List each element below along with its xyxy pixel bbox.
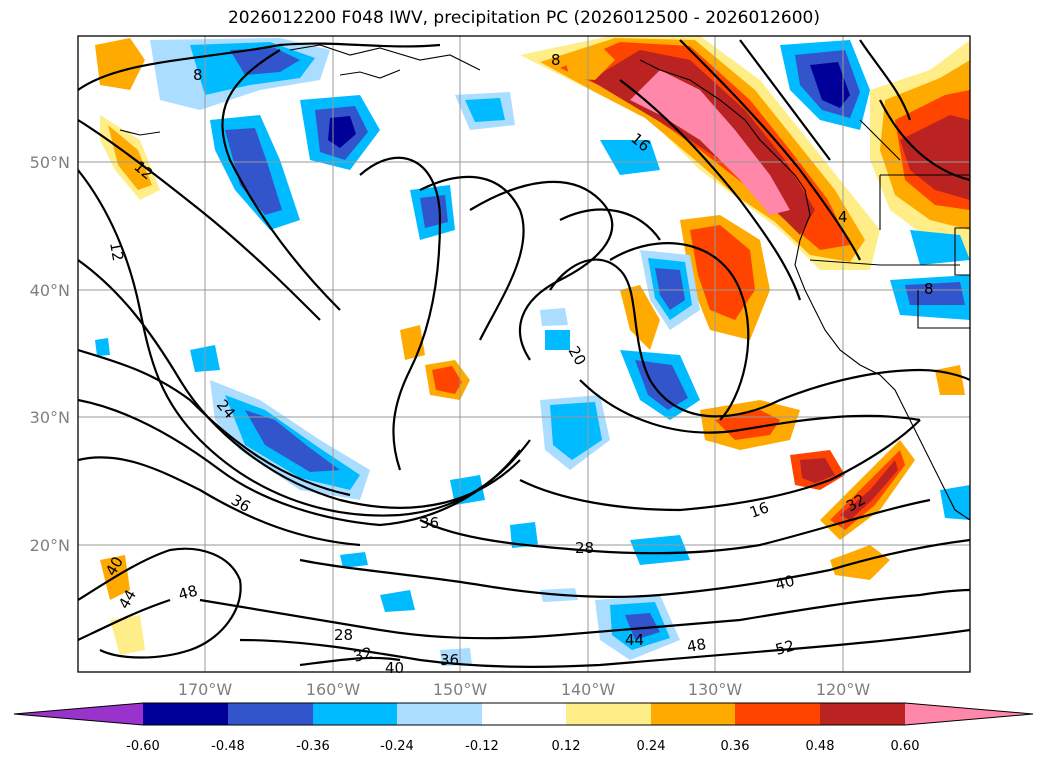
- colorbar: -0.60 -0.48 -0.36 -0.24 -0.12 0.12 0.24 …: [13, 702, 1034, 754]
- contour-label: 40: [773, 572, 796, 594]
- precipitation-anomaly-fill: [95, 36, 970, 666]
- latitude-labels: 50°N 40°N 30°N 20°N: [30, 153, 70, 555]
- contour-label: 40: [385, 659, 404, 677]
- colorbar-tick-label: 0.60: [891, 739, 920, 754]
- contour-label: 36: [420, 514, 439, 532]
- colorbar-tick-label: -0.36: [296, 739, 330, 754]
- colorbar-tick-label: 0.36: [721, 739, 750, 754]
- lon-label-140w: 140°W: [561, 680, 616, 699]
- colorbar-segment: [143, 703, 228, 725]
- colorbar-tick-label: -0.24: [380, 739, 414, 754]
- colorbar-segment: [735, 703, 820, 725]
- colorbar-segment: [820, 703, 905, 725]
- contour-label: 44: [625, 631, 644, 649]
- lon-label-160w: 160°W: [306, 680, 361, 699]
- lon-label-130w: 130°W: [688, 680, 743, 699]
- colorbar-outline: [13, 702, 1034, 726]
- lon-label-120w: 120°W: [816, 680, 871, 699]
- lat-label-40n: 40°N: [30, 281, 70, 300]
- colorbar-extend-low: [14, 703, 143, 725]
- contour-label: 8: [924, 280, 934, 298]
- colorbar-tick-label: -0.48: [211, 739, 245, 754]
- colorbar-segment: [228, 703, 313, 725]
- lat-label-50n: 50°N: [30, 153, 70, 172]
- colorbar-segment: [566, 703, 651, 725]
- contour-label: 8: [193, 66, 203, 84]
- colorbar-segment: [313, 703, 397, 725]
- colorbar-tick-label: 0.12: [552, 739, 581, 754]
- colorbar-tick-label: 0.48: [806, 739, 835, 754]
- contour-label: 48: [176, 582, 199, 604]
- contour-label: 32: [351, 644, 374, 666]
- coastlines: [119, 44, 970, 521]
- contour-label: 12: [106, 241, 127, 263]
- contour-label: 28: [575, 539, 594, 557]
- lat-label-30n: 30°N: [30, 408, 70, 427]
- colorbar-segment: [482, 703, 566, 725]
- contour-label: 48: [686, 635, 708, 656]
- colorbar-segment: [651, 703, 735, 725]
- contour-label: 36: [228, 491, 254, 516]
- lat-label-20n: 20°N: [30, 536, 70, 555]
- contour-label: 16: [747, 498, 771, 521]
- colorbar-tick-label: -0.12: [465, 739, 499, 754]
- contour-label: 4: [838, 208, 848, 226]
- contour-label: 36: [440, 651, 459, 669]
- map-title: 2026012200 F048 IWV, precipitation PC (2…: [227, 8, 820, 28]
- map-frame: [77, 35, 971, 673]
- lon-label-170w: 170°W: [178, 680, 233, 699]
- contour-label: 28: [334, 626, 353, 644]
- colorbar-tick-label: -0.60: [126, 739, 160, 754]
- contour-label: 8: [551, 51, 561, 69]
- longitude-labels: 170°W 160°W 150°W 140°W 130°W 120°W: [178, 680, 871, 699]
- colorbar-extend-high: [905, 703, 1033, 725]
- colorbar-tick-label: 0.24: [637, 739, 666, 754]
- lon-label-150w: 150°W: [433, 680, 488, 699]
- colorbar-segment: [397, 703, 482, 725]
- contour-label: 52: [773, 637, 796, 659]
- iwv-contours: [78, 39, 970, 668]
